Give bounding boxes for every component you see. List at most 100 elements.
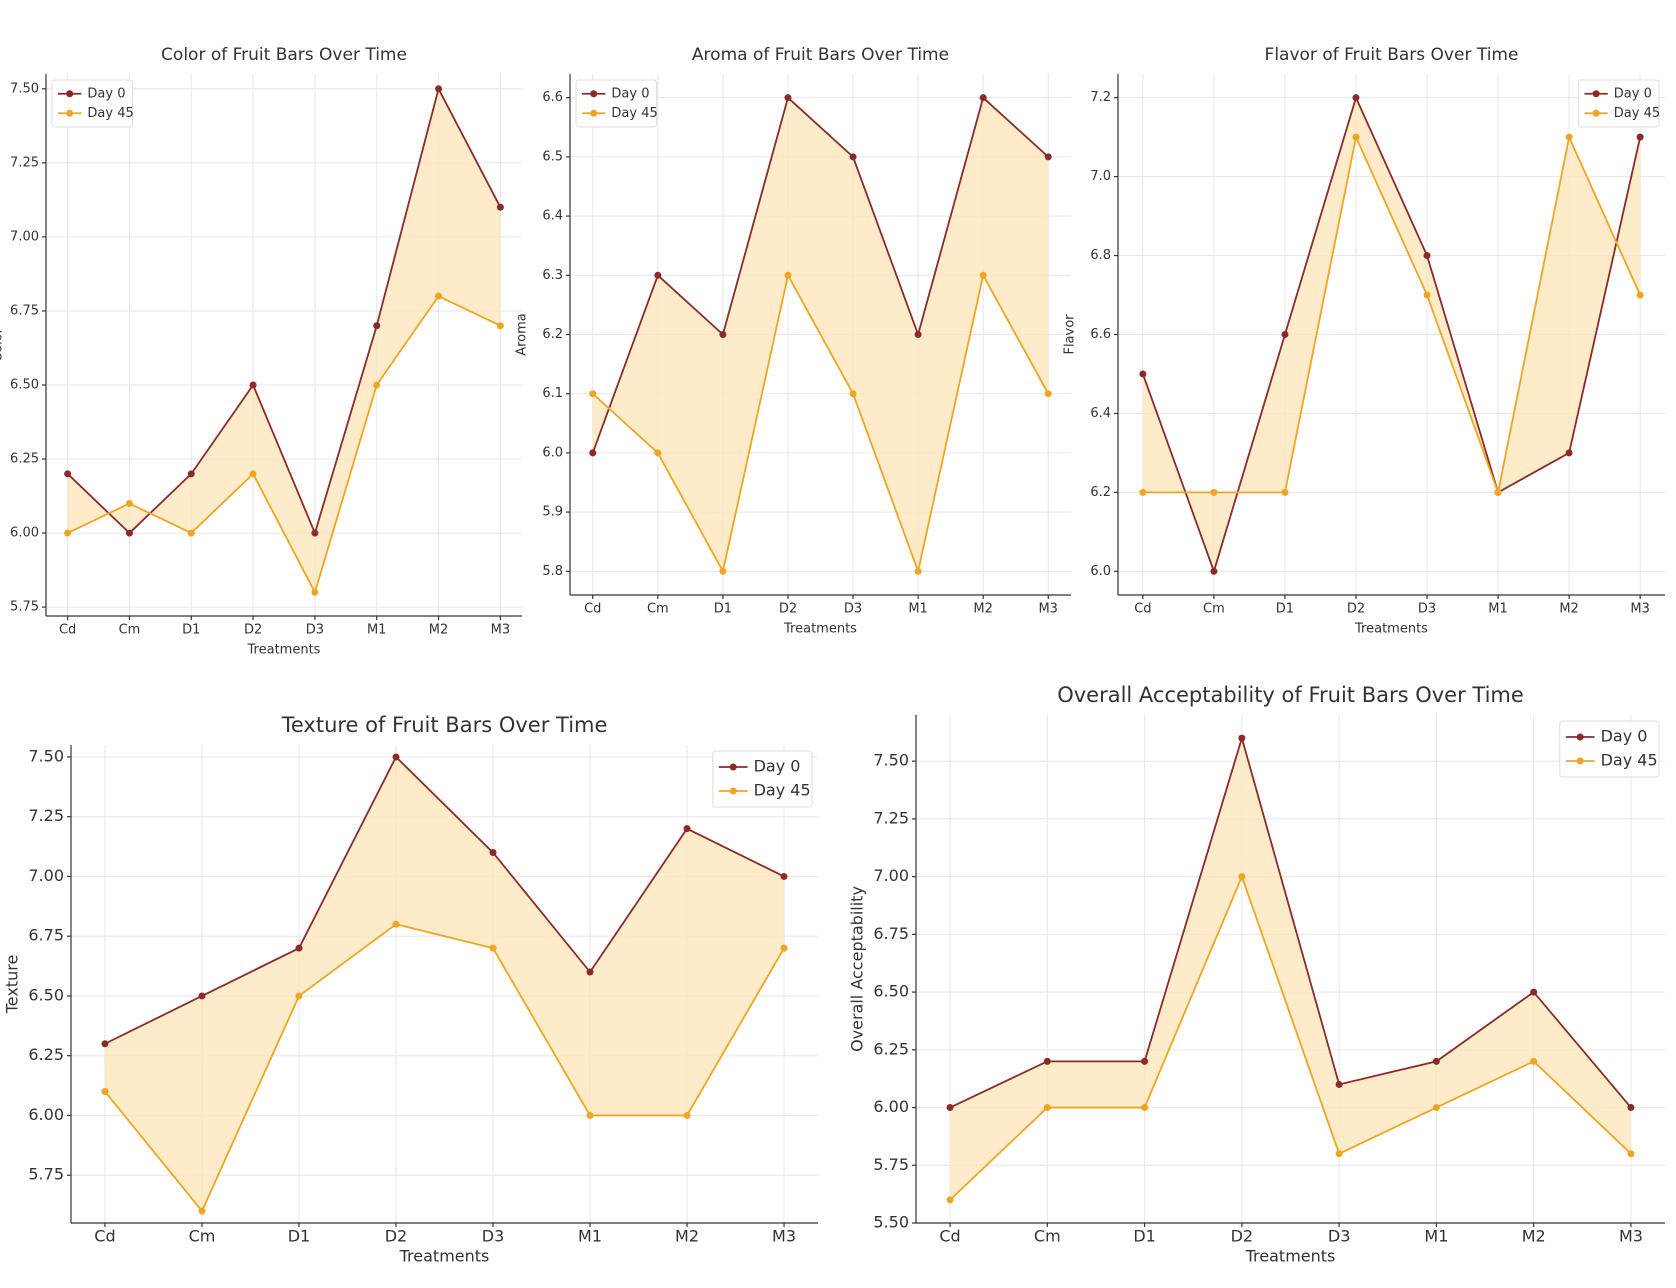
legend-marker: [729, 787, 737, 795]
x-tick-label: M1: [367, 623, 387, 638]
data-point: [946, 1104, 954, 1112]
x-tick-label: M2: [1522, 1227, 1546, 1246]
data-point: [654, 271, 662, 279]
data-point: [1141, 1057, 1149, 1065]
data-point: [1565, 133, 1573, 141]
data-point: [392, 753, 400, 761]
x-tick-label: Cm: [647, 602, 669, 617]
x-tick-label: M3: [772, 1227, 796, 1246]
fill-between: [1142, 97, 1641, 572]
data-point: [1281, 331, 1289, 338]
x-tick-label: D1: [714, 602, 732, 617]
series-line: [1142, 95, 1642, 575]
x-axis-label: Treatments: [1245, 1247, 1336, 1266]
chart-title: Aroma of Fruit Bars Over Time: [692, 45, 949, 65]
x-tick-label: Cd: [939, 1227, 960, 1246]
y-tick-label: 7.50: [10, 81, 39, 96]
data-point: [101, 1040, 109, 1048]
legend-marker: [590, 90, 598, 98]
data-point: [435, 85, 443, 93]
data-point: [1636, 291, 1644, 299]
data-point: [311, 529, 319, 537]
y-tick-label: 7.25: [10, 155, 39, 170]
x-tick-label: M3: [1619, 1227, 1643, 1246]
y-axis-label: Texture: [3, 955, 22, 1015]
data-point: [311, 588, 319, 596]
data-point: [1432, 1104, 1440, 1112]
data-point: [1210, 567, 1218, 575]
x-tick-label: Cm: [189, 1227, 216, 1246]
data-point: [1423, 291, 1431, 299]
x-tick-label: M1: [1488, 602, 1508, 617]
x-tick-label: D2: [385, 1227, 408, 1246]
data-point: [589, 449, 597, 457]
y-tick-label: 6.4: [1090, 406, 1111, 421]
data-point: [435, 292, 443, 300]
data-point: [1627, 1150, 1635, 1158]
y-tick-label: 6.50: [873, 982, 909, 1001]
chart-title: Flavor of Fruit Bars Over Time: [1265, 45, 1519, 65]
data-point: [1335, 1150, 1343, 1158]
chart: 5.75 6.00 6.25 6.50 6.75 7.00 7.25 7.50 Cd Cm D1 D2…: [3, 713, 818, 1266]
x-tick-label: M3: [1630, 602, 1650, 617]
data-point: [979, 94, 987, 102]
data-point: [1044, 153, 1052, 161]
legend-marker: [1576, 733, 1584, 741]
legend-marker: [729, 763, 737, 771]
data-point: [1210, 488, 1218, 496]
y-tick-label: 6.1: [542, 386, 563, 401]
data-point: [1423, 252, 1431, 260]
x-tick-label: M1: [908, 602, 928, 617]
legend-label: Day 0: [1601, 727, 1648, 746]
data-point: [64, 470, 72, 478]
data-point: [1352, 133, 1360, 141]
data-point: [489, 944, 497, 952]
data-point: [586, 968, 594, 976]
y-tick-label: 6.6: [542, 90, 563, 105]
x-axis-label: Treatments: [247, 643, 321, 658]
y-tick-label: 7.00: [10, 229, 39, 244]
legend-label: Day 45: [1614, 106, 1660, 121]
x-tick-label: D1: [288, 1227, 311, 1246]
y-tick-label: 5.50: [873, 1213, 909, 1232]
data-point: [496, 203, 504, 211]
y-tick-label: 6.50: [28, 985, 64, 1004]
y-tick-label: 6.00: [28, 1105, 64, 1124]
x-tick-label: Cd: [94, 1227, 115, 1246]
series-line: [949, 734, 1632, 1109]
data-point: [1139, 370, 1147, 378]
x-tick-label: M1: [1424, 1227, 1448, 1246]
data-point: [1565, 449, 1573, 457]
y-tick-label: 7.0: [1090, 169, 1111, 184]
data-point: [1139, 488, 1147, 496]
chart: 5.50 5.75 6.00 6.25 6.50 6.75 7.00 7.25 7.50 Cd Cm…: [848, 683, 1665, 1266]
chart: 5.75 6.00 6.25 6.50 6.75 7.00 7.25 7.50 Cd Cm D1 D2…: [0, 45, 522, 658]
y-axis-label: Color: [0, 327, 6, 362]
data-point: [683, 825, 691, 833]
data-point: [373, 322, 381, 330]
y-tick-label: 7.25: [28, 806, 64, 825]
legend-box: [712, 750, 813, 808]
y-tick-label: 6.8: [1090, 248, 1111, 263]
x-tick-label: D3: [1328, 1227, 1351, 1246]
legend-marker: [1576, 757, 1584, 765]
data-point: [64, 529, 72, 537]
y-axis-label: Flavor: [1063, 314, 1078, 355]
x-axis-label: Treatments: [1354, 622, 1428, 637]
chart: 6.0 6.2 6.4 6.6 6.8 7.0 7.2 Cd Cm D1 D2 D3 M1 M2 M3 Fla…: [1063, 45, 1665, 637]
y-tick-label: 6.0: [1090, 564, 1111, 579]
legend-marker: [66, 109, 74, 117]
y-tick-label: 6.00: [10, 526, 39, 541]
data-point: [125, 499, 133, 507]
chart-title: Texture of Fruit Bars Over Time: [281, 713, 608, 737]
y-tick-label: 5.75: [873, 1155, 909, 1174]
legend-marker: [1592, 109, 1600, 117]
y-tick-label: 6.75: [873, 924, 909, 943]
data-point: [392, 920, 400, 928]
data-point: [187, 470, 195, 478]
data-point: [1636, 133, 1644, 141]
series-line: [592, 272, 1050, 575]
x-tick-label: M3: [491, 623, 511, 638]
data-point: [249, 470, 257, 478]
